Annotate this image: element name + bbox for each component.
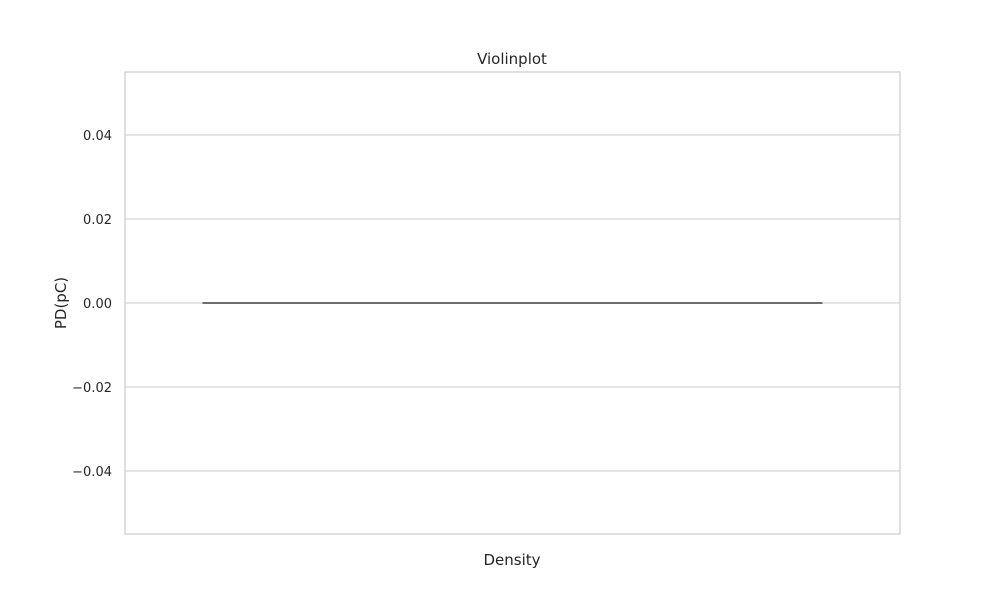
y-tick-label: 0.00: [83, 297, 112, 312]
y-tick-label: −0.02: [72, 381, 112, 396]
y-tick-label: 0.02: [83, 213, 112, 228]
y-tick-labels: 0.04 0.02 0.00 −0.02 −0.04: [72, 129, 112, 480]
y-tick-label: 0.04: [83, 129, 112, 144]
plot-frame: [124, 71, 901, 535]
chart-title: Violinplot: [477, 50, 547, 68]
y-tick-label: −0.04: [72, 465, 112, 480]
x-axis-label: Density: [483, 551, 540, 569]
y-axis-label: PD(pC): [52, 277, 70, 329]
